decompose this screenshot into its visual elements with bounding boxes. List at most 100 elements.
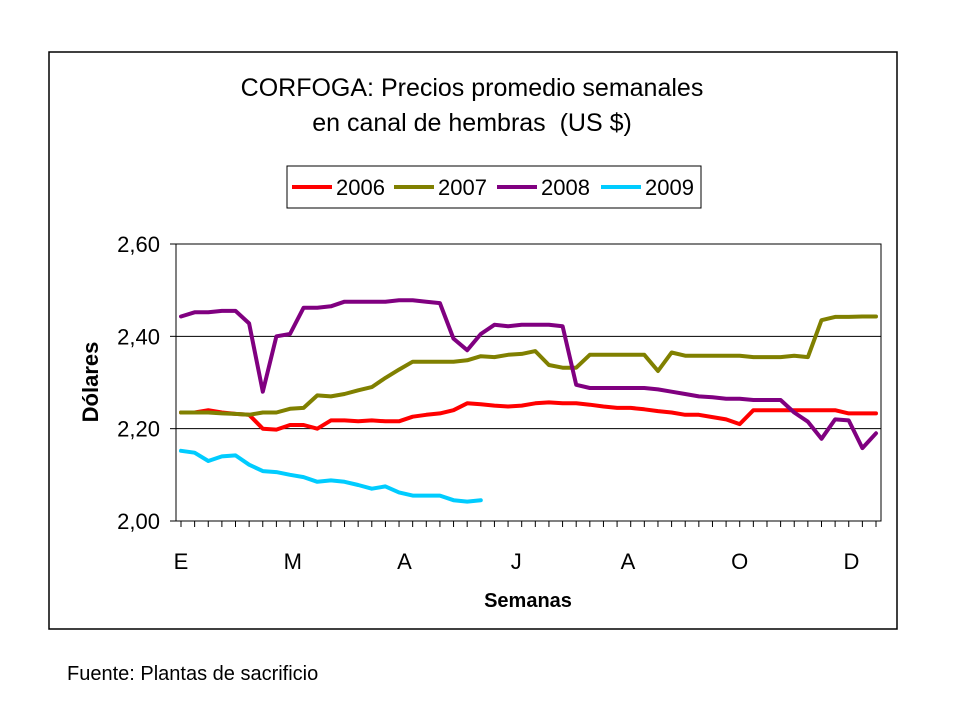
data-point-2007 <box>629 353 632 356</box>
data-point-2007 <box>343 392 346 396</box>
x-tick-label: E <box>174 549 189 574</box>
data-point-2007 <box>465 359 469 362</box>
data-point-2007 <box>356 389 360 392</box>
legend: 2006 2007 2008 2009 <box>286 165 702 209</box>
data-point-2008 <box>397 299 401 302</box>
data-point-2007 <box>738 354 741 357</box>
data-point-2006 <box>520 404 523 407</box>
data-point-2007 <box>506 353 510 356</box>
data-point-2007 <box>520 352 523 356</box>
data-point-2007 <box>493 355 496 359</box>
data-point-2006 <box>820 409 823 412</box>
data-point-2008 <box>724 397 728 400</box>
data-point-2007 <box>179 411 183 414</box>
data-point-2008 <box>288 332 292 336</box>
data-point-2009 <box>275 470 278 474</box>
data-point-2009 <box>438 494 442 497</box>
data-point-2007 <box>752 355 755 359</box>
data-point-2009 <box>465 500 469 503</box>
y-axis-label: Dólares <box>78 342 103 423</box>
x-tick-label: A <box>397 549 412 574</box>
plot-area <box>175 243 882 522</box>
data-point-2006 <box>343 419 346 422</box>
data-point-2009 <box>193 451 196 454</box>
data-point-2009 <box>179 449 183 453</box>
data-point-2006 <box>547 401 551 404</box>
data-point-2006 <box>534 402 537 405</box>
data-point-2007 <box>302 406 305 410</box>
data-point-2007 <box>547 363 551 367</box>
data-point-2006 <box>275 428 278 431</box>
data-point-2008 <box>452 337 455 340</box>
data-point-2006 <box>806 409 810 412</box>
data-point-2007 <box>847 315 850 319</box>
data-point-2009 <box>247 463 251 466</box>
data-point-2007 <box>425 360 428 363</box>
data-point-2007 <box>806 355 810 359</box>
data-point-2006 <box>629 406 632 410</box>
data-point-2006 <box>684 413 687 417</box>
data-point-2007 <box>874 315 878 318</box>
x-tick-label: O <box>731 549 748 574</box>
data-point-2008 <box>847 419 850 422</box>
data-point-2006 <box>861 412 864 415</box>
data-point-2006 <box>438 412 442 415</box>
data-point-2009 <box>316 480 319 483</box>
data-point-2007 <box>574 366 578 369</box>
data-point-2008 <box>520 323 523 326</box>
data-point-2007 <box>643 353 646 356</box>
x-axis-label: Semanas <box>484 590 572 612</box>
data-point-2008 <box>697 395 701 398</box>
data-point-2009 <box>370 487 373 490</box>
data-point-2006 <box>574 402 578 405</box>
data-point-2006 <box>493 404 496 407</box>
x-tick-label: A <box>621 549 636 574</box>
data-point-2008 <box>711 396 714 399</box>
data-point-2007 <box>452 360 455 363</box>
legend-label-2006: 2006 <box>336 175 385 200</box>
data-point-2006 <box>765 409 769 412</box>
data-point-2006 <box>643 408 646 411</box>
data-point-2008 <box>779 398 782 402</box>
legend-label-2008: 2008 <box>541 175 590 200</box>
legend-label-2009: 2009 <box>645 175 694 200</box>
data-point-2008 <box>588 386 592 390</box>
data-point-2006 <box>602 405 605 408</box>
data-point-2008 <box>534 323 537 326</box>
data-point-2009 <box>329 479 333 482</box>
data-point-2006 <box>656 409 660 413</box>
data-point-2008 <box>316 306 319 309</box>
data-point-2008 <box>602 386 605 390</box>
data-point-2007 <box>207 411 210 414</box>
data-point-2008 <box>684 392 687 396</box>
data-point-2006 <box>874 412 878 415</box>
data-point-2007 <box>261 411 264 414</box>
data-point-2008 <box>738 397 741 400</box>
legend-label-2007: 2007 <box>438 175 487 200</box>
y-tick-label: 2,00 <box>117 509 160 534</box>
data-point-2007 <box>602 353 605 356</box>
data-point-2009 <box>343 480 346 483</box>
data-point-2007 <box>234 412 237 416</box>
data-point-2007 <box>288 407 292 411</box>
data-point-2008 <box>833 418 837 421</box>
series-line-2006 <box>179 400 878 432</box>
data-point-2008 <box>615 386 619 390</box>
data-point-2007 <box>411 360 414 363</box>
data-point-2006 <box>302 423 305 427</box>
series-line-2008 <box>179 298 878 451</box>
data-point-2008 <box>806 420 810 423</box>
data-point-2007 <box>861 315 864 318</box>
data-point-2008 <box>670 390 673 393</box>
data-point-2008 <box>752 398 755 402</box>
data-point-2006 <box>588 403 592 406</box>
data-point-2006 <box>316 427 319 430</box>
data-point-2006 <box>506 405 510 408</box>
data-point-2009 <box>207 459 210 463</box>
data-point-2008 <box>793 411 796 414</box>
data-point-2008 <box>643 386 646 390</box>
data-point-2008 <box>656 388 660 391</box>
data-point-2009 <box>452 499 455 502</box>
data-point-2008 <box>629 386 632 390</box>
data-point-2006 <box>465 402 469 405</box>
